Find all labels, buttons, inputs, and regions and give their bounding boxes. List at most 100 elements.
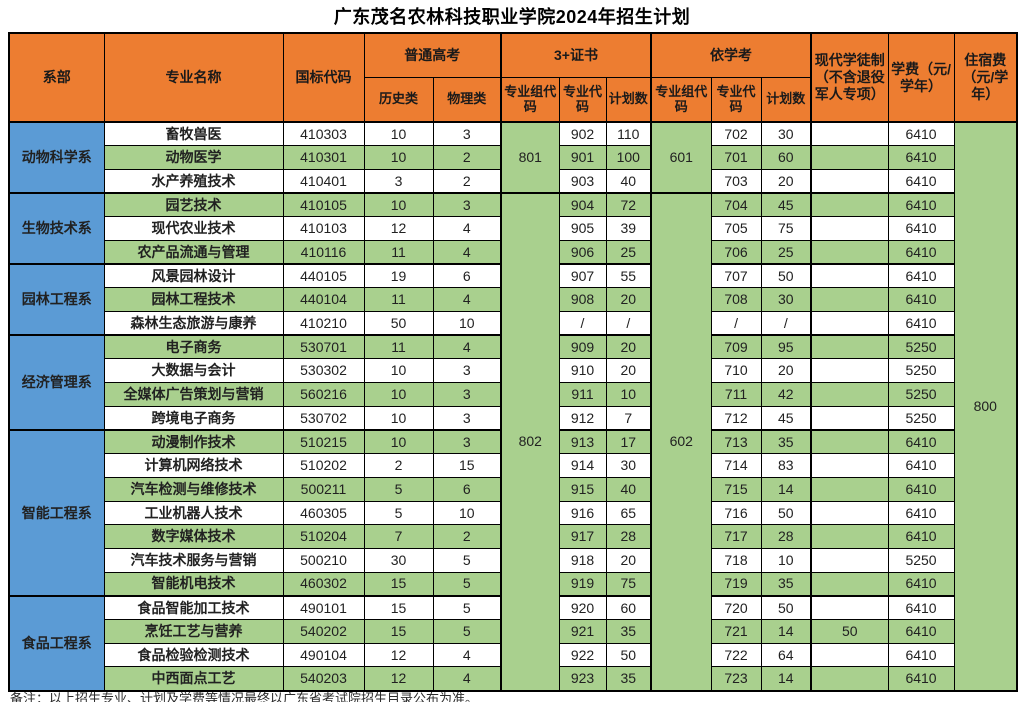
major-name-cell: 森林生态旅游与康养	[103, 311, 284, 336]
cert-major-code-cell: 903	[558, 168, 607, 194]
national-code-cell: 410401	[282, 168, 365, 194]
yxk-major-code-cell: 720	[710, 594, 762, 620]
physics-plan-cell: 2	[432, 524, 502, 549]
apprentice-plan-cell	[810, 547, 889, 573]
yxk-major-code-cell: 716	[710, 500, 762, 526]
table-row: 智能机电技术 460302 15 5 919 75 719 35 6410	[9, 571, 1017, 597]
yxk-plan-cell: 83	[760, 453, 812, 478]
major-name-cell: 工业机器人技术	[103, 500, 284, 526]
yxk-major-code-cell: 707	[710, 263, 762, 289]
history-plan-cell: 12	[363, 642, 434, 668]
cert-plan-cell: 60	[605, 594, 652, 620]
national-code-cell: 510202	[282, 453, 365, 478]
cert-plan-cell: 72	[605, 192, 652, 218]
yxk-plan-cell: 45	[760, 192, 812, 218]
table-row: 烹饪工艺与营养 540202 15 5 921 35 721 14 50 6410	[9, 618, 1017, 644]
national-code-cell: 410116	[282, 239, 365, 265]
tuition-cell: 6410	[887, 571, 955, 597]
apprentice-plan-cell	[810, 145, 889, 170]
department-cell: 智能工程系	[8, 428, 105, 597]
tuition-cell: 6410	[887, 287, 955, 312]
history-plan-cell: 11	[363, 334, 434, 360]
national-code-cell: 410303	[282, 121, 365, 147]
physics-plan-cell: 6	[432, 263, 502, 289]
cert-major-code-cell: 907	[558, 263, 607, 289]
national-code-cell: 560216	[282, 382, 365, 407]
national-code-cell: 410105	[282, 192, 365, 218]
apprentice-plan-cell	[810, 216, 889, 241]
history-plan-cell: 19	[363, 263, 434, 289]
cert-group-code-cell: 802	[500, 192, 560, 692]
cert-major-code-cell: 901	[558, 145, 607, 170]
yxk-plan-cell: 25	[760, 239, 812, 265]
cert-plan-cell: 25	[605, 239, 652, 265]
header-department: 系部	[8, 32, 105, 123]
yxk-plan-cell: 60	[760, 145, 812, 170]
history-plan-cell: 15	[363, 618, 434, 644]
cert-plan-cell: 30	[605, 453, 652, 478]
table-row: 计算机网络技术 510202 2 15 914 30 714 83 6410	[9, 453, 1017, 478]
history-plan-cell: 50	[363, 311, 434, 336]
yxk-plan-cell: 14	[760, 476, 812, 502]
tuition-cell: 6410	[887, 239, 955, 265]
tuition-cell: 6410	[887, 192, 955, 218]
table-row: 园林工程技术 440104 11 4 908 20 708 30 6410	[9, 287, 1017, 312]
header-group-gaokao: 普通高考	[363, 32, 502, 78]
yxk-plan-cell: 95	[760, 334, 812, 360]
history-plan-cell: 7	[363, 524, 434, 549]
header-cert-group-code: 专业组代码	[500, 76, 560, 123]
tuition-cell: 6410	[887, 121, 955, 147]
yxk-plan-cell: 35	[760, 428, 812, 455]
apprentice-plan-cell	[810, 476, 889, 502]
department-cell: 动物科学系	[8, 121, 105, 194]
yxk-major-code-cell: 714	[710, 453, 762, 478]
apprentice-plan-cell	[810, 428, 889, 455]
major-name-cell: 园林工程技术	[103, 287, 284, 312]
yxk-plan-cell: 42	[760, 382, 812, 407]
history-plan-cell: 10	[363, 405, 434, 431]
yxk-major-code-cell: 704	[710, 192, 762, 218]
cert-major-code-cell: 915	[558, 476, 607, 502]
header-apprentice: 现代学徒制（不含退役军人专项）	[810, 32, 889, 123]
header-history-class: 历史类	[363, 76, 434, 123]
apprentice-plan-cell	[810, 453, 889, 478]
physics-plan-cell: 5	[432, 571, 502, 597]
history-plan-cell: 30	[363, 547, 434, 573]
yxk-major-code-cell: 706	[710, 239, 762, 265]
cert-plan-cell: 28	[605, 524, 652, 549]
national-code-cell: 440104	[282, 287, 365, 312]
cert-plan-cell: 55	[605, 263, 652, 289]
yxk-major-code-cell: 715	[710, 476, 762, 502]
cert-plan-cell: 35	[605, 666, 652, 691]
apprentice-plan-cell	[810, 121, 889, 147]
physics-plan-cell: 4	[432, 642, 502, 668]
yxk-major-code-cell: 713	[710, 428, 762, 455]
history-plan-cell: 11	[363, 239, 434, 265]
national-code-cell: 510204	[282, 524, 365, 549]
cert-plan-cell: 40	[605, 476, 652, 502]
physics-plan-cell: 2	[432, 145, 502, 170]
national-code-cell: 530702	[282, 405, 365, 431]
table-row: 中西面点工艺 540203 12 4 923 35 723 14 6410	[9, 666, 1017, 691]
cert-major-code-cell: 910	[558, 358, 607, 384]
tuition-cell: 6410	[887, 618, 955, 644]
department-cell: 园林工程系	[8, 263, 105, 336]
history-plan-cell: 5	[363, 500, 434, 526]
major-name-cell: 动漫制作技术	[103, 428, 284, 455]
apprentice-plan-cell	[810, 287, 889, 312]
table-row: 经济管理系 电子商务 530701 11 4 909 20 709 95 5250	[8, 334, 1017, 431]
cert-plan-cell: 75	[605, 571, 652, 597]
yxk-plan-cell: 50	[760, 500, 812, 526]
table-row: 园林工程系 风景园林设计 440105 19 6 907 55 707 50 6410	[8, 263, 1017, 336]
cert-major-code-cell: /	[558, 311, 607, 336]
yxk-major-code-cell: 702	[710, 121, 762, 147]
major-name-cell: 跨境电子商务	[103, 405, 284, 431]
page-title: 广东茂名农林科技职业学院2024年招生计划	[333, 7, 691, 27]
apprentice-plan-cell: 50	[810, 618, 889, 644]
yxk-plan-cell: 64	[760, 642, 812, 668]
yxk-major-code-cell: 723	[710, 666, 762, 691]
apprentice-plan-cell	[810, 500, 889, 526]
cert-major-code-cell: 919	[558, 571, 607, 597]
cert-plan-cell: 10	[605, 382, 652, 407]
apprentice-plan-cell	[810, 334, 889, 360]
